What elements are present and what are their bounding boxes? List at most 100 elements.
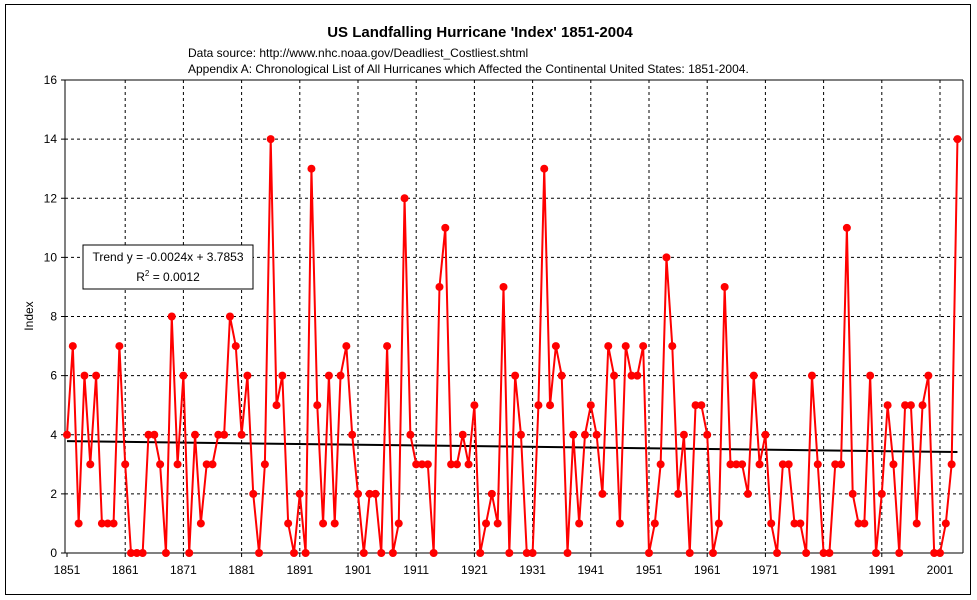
data-point — [418, 460, 427, 469]
data-point — [546, 401, 555, 410]
data-point — [97, 519, 106, 528]
data-point — [156, 460, 165, 469]
data-point — [138, 549, 147, 557]
x-tick-label: 1971 — [752, 563, 779, 577]
data-point — [906, 401, 915, 410]
data-point — [289, 549, 298, 557]
data-point — [767, 519, 776, 528]
data-point — [359, 549, 368, 557]
data-point — [144, 430, 153, 439]
y-tick-label: 0 — [50, 546, 57, 560]
data-point — [132, 549, 141, 557]
data-point — [348, 430, 357, 439]
data-point — [819, 549, 828, 557]
data-point — [650, 519, 659, 528]
data-point — [179, 371, 188, 380]
x-tick-label: 1951 — [636, 563, 663, 577]
data-point — [912, 519, 921, 528]
data-point — [435, 282, 444, 291]
data-point — [656, 460, 665, 469]
data-point — [365, 489, 374, 498]
data-point — [470, 401, 479, 410]
data-point — [860, 519, 869, 528]
data-point — [825, 549, 834, 557]
data-point — [953, 135, 962, 144]
data-point — [388, 549, 397, 557]
x-tick-label: 1851 — [54, 563, 81, 577]
data-point — [109, 519, 118, 528]
x-tick-label: 1921 — [461, 563, 488, 577]
data-point — [63, 430, 71, 439]
y-tick-label: 12 — [44, 191, 58, 205]
data-point — [103, 519, 112, 528]
data-point — [807, 371, 816, 380]
data-point — [586, 401, 595, 410]
data-point — [412, 460, 421, 469]
data-point — [575, 519, 584, 528]
data-point — [476, 549, 485, 557]
data-point — [551, 342, 560, 351]
data-point — [749, 371, 758, 380]
data-point — [889, 460, 898, 469]
data-point — [383, 342, 392, 351]
data-point — [866, 371, 875, 380]
series-line — [66, 139, 959, 554]
data-point — [918, 401, 927, 410]
data-point — [633, 371, 642, 380]
data-point — [493, 519, 502, 528]
data-point — [691, 401, 700, 410]
data-point — [784, 460, 793, 469]
y-tick-label: 4 — [50, 428, 57, 442]
y-tick-label: 6 — [50, 369, 57, 383]
data-point — [743, 489, 752, 498]
data-point — [534, 401, 543, 410]
data-point — [778, 460, 787, 469]
data-point — [487, 489, 496, 498]
x-tick-label: 1981 — [810, 563, 837, 577]
y-tick-label: 8 — [50, 310, 57, 324]
data-point — [74, 519, 83, 528]
data-point — [604, 342, 613, 351]
data-point — [458, 430, 467, 439]
data-point — [720, 282, 729, 291]
data-point — [871, 549, 880, 557]
data-point — [237, 430, 246, 439]
data-point — [813, 460, 822, 469]
data-point — [284, 519, 293, 528]
data-point — [924, 371, 933, 380]
data-point — [563, 549, 572, 557]
data-point — [802, 549, 811, 557]
data-point — [202, 460, 211, 469]
data-point — [522, 549, 531, 557]
data-point — [482, 519, 491, 528]
data-point — [883, 401, 892, 410]
data-point — [330, 519, 339, 528]
data-point — [685, 549, 694, 557]
data-point — [930, 549, 939, 557]
data-point — [400, 194, 409, 203]
data-point — [441, 223, 450, 232]
data-point — [627, 371, 636, 380]
chart-subtitle-2: Appendix A: Chronological List of All Hu… — [188, 62, 749, 76]
data-point — [173, 460, 182, 469]
data-point — [324, 371, 333, 380]
data-point — [837, 460, 846, 469]
data-point — [668, 342, 677, 351]
y-tick-label: 16 — [44, 73, 58, 87]
data-point — [354, 489, 362, 498]
x-tick-label: 1861 — [112, 563, 139, 577]
data-point — [714, 519, 723, 528]
data-point — [423, 460, 432, 469]
data-point — [761, 430, 770, 439]
data-point — [319, 519, 328, 528]
trend-equation: Trend y = -0.0024x + 3.7853 — [93, 250, 244, 264]
data-point — [592, 430, 601, 439]
data-point — [429, 549, 438, 557]
gridlines — [65, 80, 963, 553]
data-point — [848, 489, 857, 498]
data-point — [703, 430, 712, 439]
data-point — [854, 519, 863, 528]
data-point — [86, 460, 95, 469]
data-point — [569, 430, 578, 439]
